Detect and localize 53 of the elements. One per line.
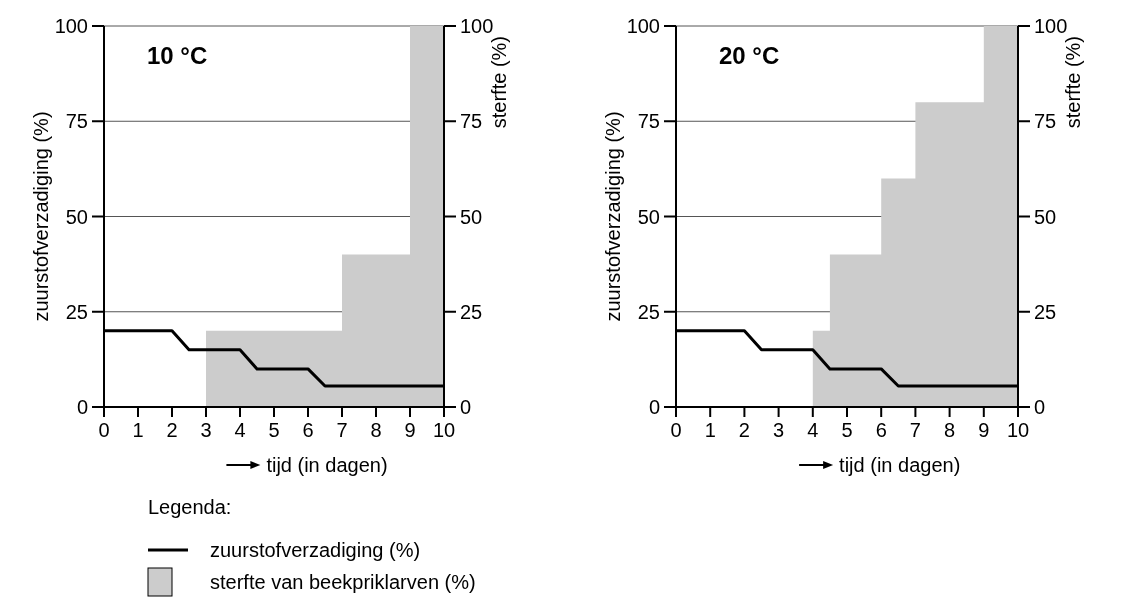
x-tick-label: 3 [200,419,212,441]
y2-axis-title: sterfte (%) [488,36,510,129]
legend-label: zuurstofverzadiging (%) [210,539,421,561]
text: 20 °C [719,42,780,69]
x-tick-label: 0 [670,419,682,441]
x-tick-label: 2 [166,419,178,441]
x-tick-label: 9 [978,419,990,441]
x-tick-label: 0 [98,419,110,441]
y2-tick-label: 0 [460,396,472,418]
legend-title: Legenda: [148,496,232,518]
y-tick-label: 75 [65,110,88,133]
x-tick-label: 9 [404,419,416,441]
x-tick-label: 5 [841,419,853,441]
y-tick-label: 25 [65,300,88,323]
x-tick-label: 8 [944,419,956,441]
x-tick-label: 7 [336,419,348,441]
y-tick-label: 0 [648,396,660,418]
y2-tick-label: 50 [460,205,483,228]
x-tick-label: 5 [268,419,280,441]
y-tick-label: 100 [626,15,660,37]
y2-tick-label: 75 [1034,110,1057,133]
y-tick-label: 100 [54,15,88,37]
x-tick-label: 7 [909,419,921,441]
x-tick-label: 10 [432,419,456,441]
x-tick-label: 1 [132,419,144,441]
y2-tick-label: 100 [460,15,494,37]
x-axis-title: tijd (in dagen) [266,454,388,476]
y2-tick-label: 100 [1034,15,1068,37]
y-tick-label: 0 [76,396,88,418]
x-tick-label: 3 [773,419,785,441]
y-tick-label: 50 [637,205,660,228]
y-axis-title: zuurstofverzadiging (%) [30,111,52,322]
x-tick-label: 4 [234,419,246,441]
y2-tick-label: 0 [1034,396,1046,418]
x-tick-label: 2 [738,419,750,441]
y2-tick-label: 25 [1034,300,1057,323]
x-axis-title: tijd (in dagen) [839,454,961,476]
y-tick-label: 75 [637,110,660,133]
legend-label: sterfte van beekpriklarven (%) [210,571,476,593]
text: 10 °C [147,42,208,69]
x-tick-label: 6 [302,419,314,441]
y-tick-label: 50 [65,205,88,228]
y-axis-title: zuurstofverzadiging (%) [602,111,624,322]
y2-axis-title: sterfte (%) [1062,36,1084,129]
x-tick-label: 8 [370,419,382,441]
y-tick-label: 25 [637,300,660,323]
x-tick-label: 1 [704,419,716,441]
x-tick-label: 10 [1006,419,1030,441]
x-tick-label: 6 [875,419,887,441]
y2-tick-label: 75 [460,110,483,133]
y2-tick-label: 50 [1034,205,1057,228]
y2-tick-label: 25 [460,300,483,323]
x-tick-label: 4 [807,419,819,441]
